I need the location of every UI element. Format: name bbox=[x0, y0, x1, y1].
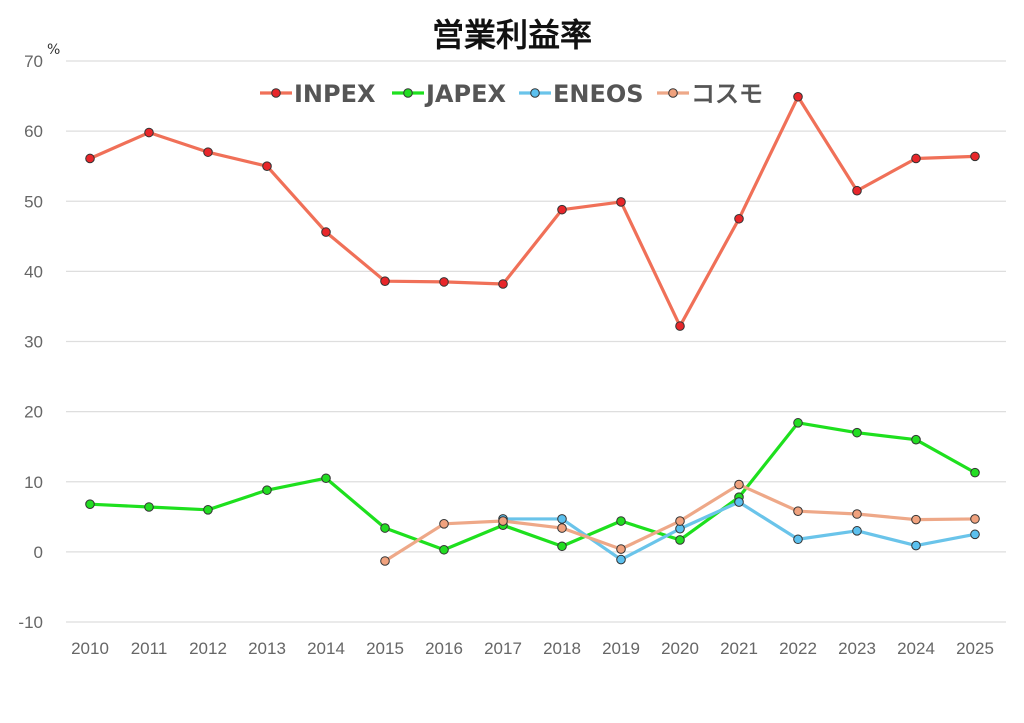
legend-item: JAPEX bbox=[392, 80, 506, 108]
x-tick-label: 2015 bbox=[366, 639, 404, 658]
data-point bbox=[262, 485, 272, 495]
series-JAPEX bbox=[85, 418, 980, 555]
data-point bbox=[85, 153, 95, 164]
x-tick-label: 2020 bbox=[661, 639, 699, 658]
x-tick-label: 2011 bbox=[131, 639, 168, 658]
x-tick-label: 2019 bbox=[602, 639, 640, 658]
chart-title: 営業利益率 bbox=[432, 16, 592, 54]
legend-marker bbox=[530, 88, 540, 98]
data-point bbox=[616, 197, 626, 207]
data-point bbox=[439, 519, 449, 529]
y-tick-label: 10 bbox=[24, 473, 43, 492]
data-point bbox=[144, 127, 154, 138]
x-tick-label: 2024 bbox=[897, 639, 935, 658]
data-point bbox=[911, 153, 921, 164]
y-tick-label: -10 bbox=[18, 613, 43, 632]
data-point bbox=[793, 506, 803, 517]
x-axis-ticks: 2010 2011 2012 2013 2014 2015 2016 2017 2018 2019… bbox=[71, 639, 994, 658]
data-point bbox=[793, 91, 803, 102]
legend-label: ENEOS bbox=[553, 80, 644, 108]
legend-item: ENEOS bbox=[519, 80, 644, 108]
data-point bbox=[734, 497, 744, 507]
x-tick-label: 2012 bbox=[189, 639, 227, 658]
series-INPEX bbox=[85, 91, 980, 331]
x-tick-label: 2014 bbox=[307, 639, 345, 658]
data-point bbox=[793, 534, 803, 545]
legend-item: INPEX bbox=[260, 80, 376, 108]
x-tick-label: 2016 bbox=[425, 639, 463, 658]
data-point bbox=[321, 227, 331, 237]
data-point bbox=[557, 514, 567, 524]
data-point bbox=[321, 473, 331, 484]
data-point bbox=[970, 151, 980, 162]
x-tick-label: 2021 bbox=[720, 639, 758, 658]
data-point bbox=[498, 279, 508, 289]
data-point bbox=[616, 554, 626, 565]
x-tick-label: 2023 bbox=[838, 639, 876, 658]
x-tick-label: 2017 bbox=[484, 639, 522, 658]
series-line bbox=[89, 95, 976, 328]
data-point bbox=[970, 529, 980, 540]
series-コスモ bbox=[380, 479, 980, 566]
data-point bbox=[203, 147, 213, 157]
y-tick-label: 0 bbox=[34, 543, 43, 562]
y-tick-label: 50 bbox=[24, 192, 43, 211]
data-point bbox=[557, 204, 567, 215]
data-point bbox=[911, 434, 921, 445]
y-axis-unit: % bbox=[47, 42, 60, 58]
legend-marker bbox=[271, 88, 281, 98]
data-point bbox=[203, 505, 213, 515]
legend-marker bbox=[668, 88, 678, 98]
data-point bbox=[557, 541, 567, 552]
data-point bbox=[970, 467, 980, 478]
data-point bbox=[852, 509, 862, 519]
data-point bbox=[380, 556, 390, 566]
y-tick-label: 20 bbox=[24, 403, 43, 422]
data-point bbox=[734, 213, 744, 224]
data-point bbox=[439, 277, 449, 287]
data-point bbox=[852, 427, 862, 438]
y-tick-label: 70 bbox=[24, 52, 43, 71]
data-point bbox=[675, 321, 685, 331]
data-point bbox=[144, 502, 154, 512]
x-tick-label: 2010 bbox=[71, 639, 109, 658]
legend-item: コスモ bbox=[657, 80, 763, 108]
data-point bbox=[380, 276, 390, 286]
y-tick-label: 40 bbox=[24, 262, 43, 281]
legend: INPEX JAPEX ENEOS コスモ bbox=[260, 80, 763, 108]
x-tick-label: 2022 bbox=[779, 639, 817, 658]
data-point bbox=[557, 523, 567, 533]
data-point bbox=[793, 418, 803, 428]
gridlines bbox=[66, 60, 1006, 623]
data-point bbox=[85, 499, 95, 509]
data-point bbox=[675, 535, 685, 545]
x-tick-label: 2018 bbox=[543, 639, 581, 658]
y-axis-ticks: 70 60 50 40 30 20 10 0 -10 bbox=[18, 52, 43, 632]
legend-label: JAPEX bbox=[424, 80, 506, 108]
data-point bbox=[734, 479, 744, 490]
data-point bbox=[911, 540, 921, 551]
data-point bbox=[616, 544, 626, 554]
data-point bbox=[852, 526, 862, 536]
legend-label: INPEX bbox=[294, 80, 376, 108]
data-point bbox=[970, 514, 980, 524]
y-tick-label: 30 bbox=[24, 333, 43, 352]
series-line bbox=[89, 421, 976, 552]
x-tick-label: 2013 bbox=[248, 639, 286, 658]
legend-label: コスモ bbox=[691, 80, 763, 108]
data-point bbox=[616, 516, 626, 526]
data-point bbox=[262, 161, 272, 171]
legend-marker bbox=[403, 88, 413, 98]
data-point bbox=[911, 514, 921, 525]
data-point bbox=[380, 523, 390, 533]
data-point bbox=[852, 185, 862, 196]
data-point bbox=[498, 516, 508, 526]
x-tick-label: 2025 bbox=[956, 639, 994, 658]
series-group bbox=[85, 91, 980, 566]
data-point bbox=[675, 516, 685, 526]
data-point bbox=[439, 544, 449, 555]
y-tick-label: 60 bbox=[24, 122, 43, 141]
